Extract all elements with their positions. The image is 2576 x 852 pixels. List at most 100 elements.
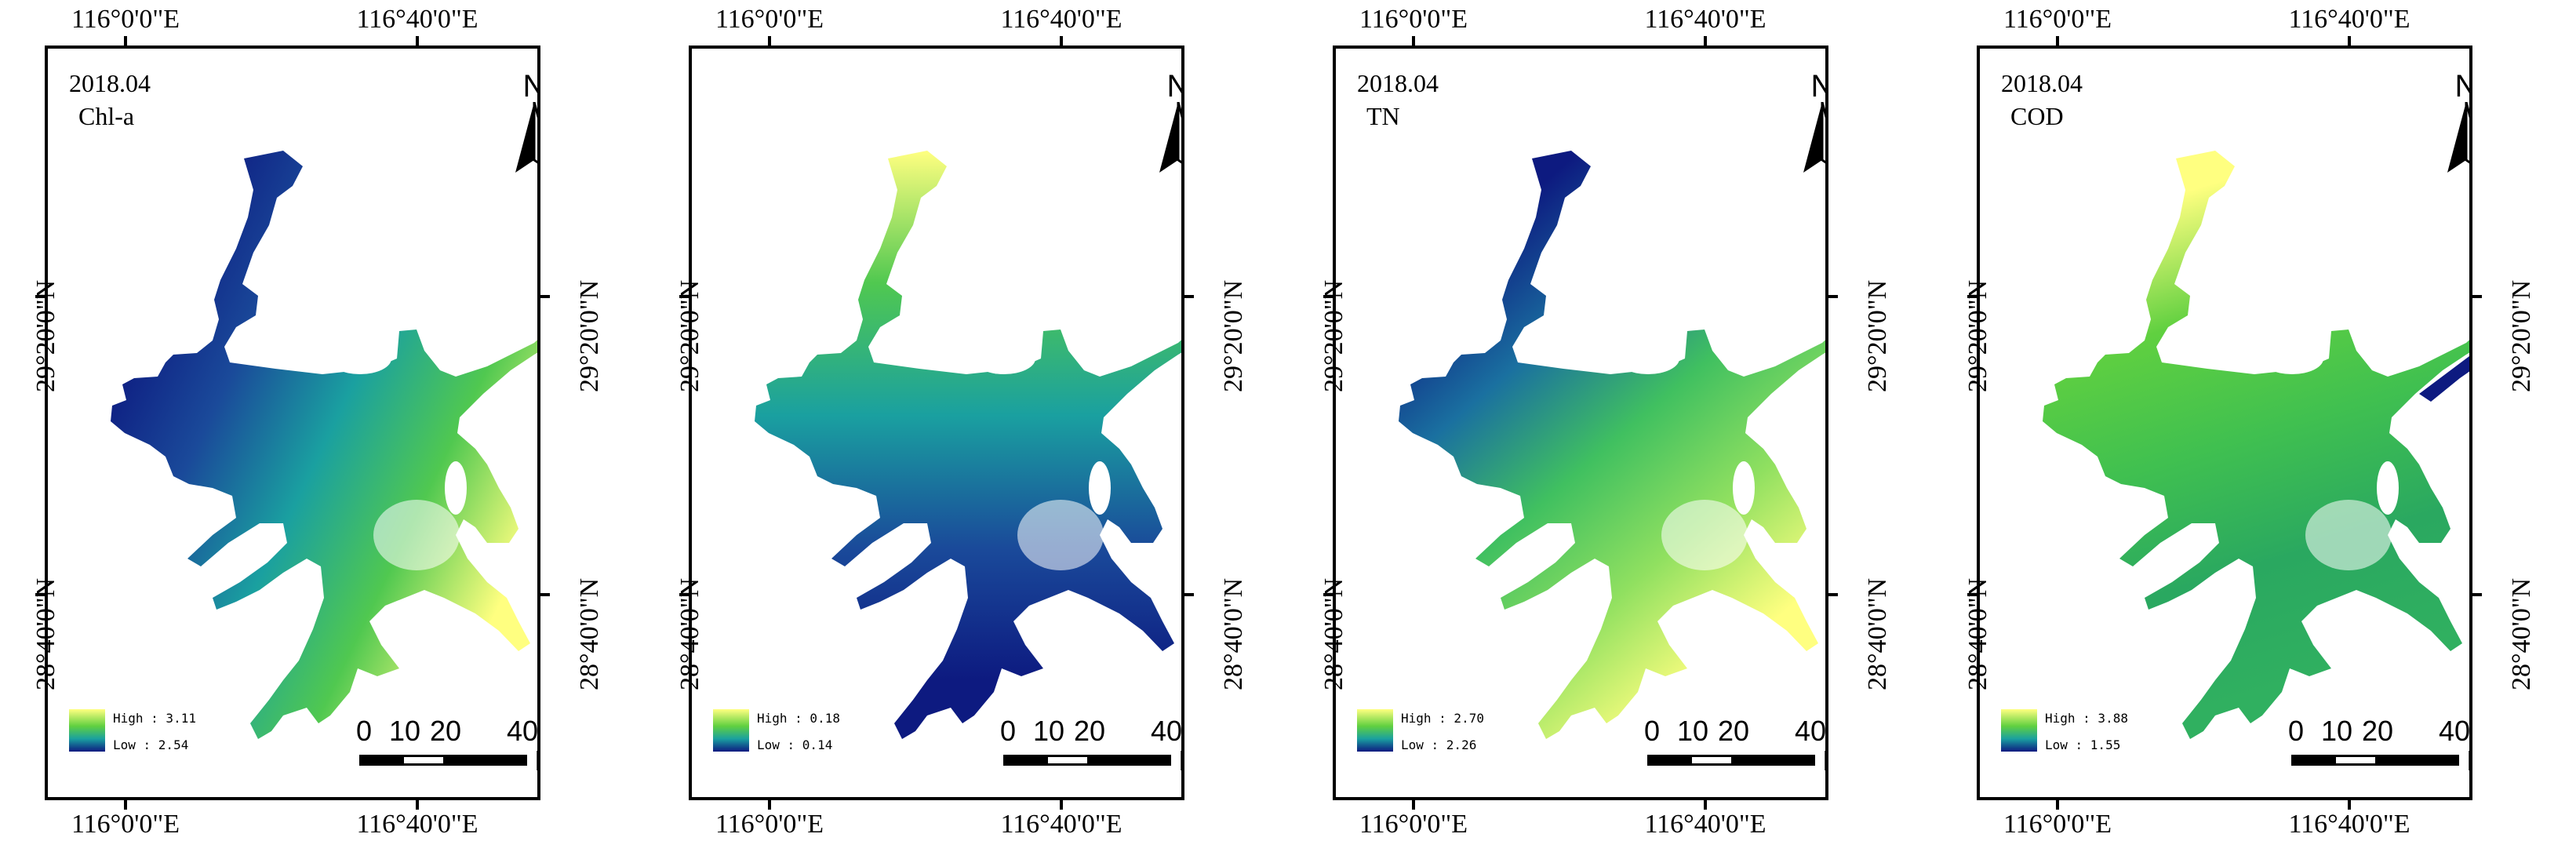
lon-label-top-left: 116°0'0"E [71,5,180,34]
lat-label-right-upper: 29°20'0"N [1863,279,1892,392]
map-panel-tn: 2018.04 TN N High : 2.70 Low : 2.26 0 10… [1288,0,1932,852]
scale-tick-label: 0 [355,715,373,747]
legend: High : 0.18 Low : 0.14 [713,709,870,756]
island [445,461,467,515]
lon-label-bottom-right: 116°40'0"E [356,810,478,839]
north-arrow: N [2443,71,2469,173]
island [2377,461,2399,515]
north-arrow: N [511,71,537,173]
graticule-tick [2056,799,2059,810]
north-arrow: N [1799,71,1825,173]
lon-label-bottom-right: 116°40'0"E [2288,810,2410,839]
lon-label-top-left: 116°0'0"E [1359,5,1468,34]
graticule-tick [35,295,46,298]
lake-map [2043,151,2469,739]
north-arrow-icon [1159,102,1181,173]
lake-water-body [2043,151,2469,739]
scale-bar-graphic [359,755,527,766]
marsh-area [373,500,460,570]
north-arrow-icon [2447,102,2469,173]
lake-water-body [1399,151,1825,739]
lat-label-right-lower: 28°40'0"N [1219,577,1248,690]
graticule-tick [1967,593,1978,596]
scale-tick-label: 20 [1073,715,1106,747]
graticule-tick [124,799,127,810]
scale-tick-label: 10 [388,715,421,747]
map-frame: 2018.04 Chl-a N High : 3.11 Low : 2.54 0… [45,46,540,800]
lon-label-bottom-right: 116°40'0"E [1644,810,1766,839]
scale-unit: km [2467,748,2469,775]
graticule-tick [539,593,550,596]
lon-label-bottom-left: 116°0'0"E [2003,810,2112,839]
lon-label-top-right: 116°40'0"E [356,5,478,34]
legend-high: High : 3.88 [2045,711,2128,726]
scale-tick-label: 10 [1676,715,1709,747]
island [2261,343,2323,374]
legend-low: Low : 2.54 [113,737,189,752]
lake-water-body [111,151,537,739]
scale-bar: 0 10 20 40 km [1000,715,1183,776]
scale-unit: km [535,748,537,775]
north-letter: N [511,71,537,102]
legend: High : 2.70 Low : 2.26 [1357,709,1514,756]
scale-bar-graphic [1647,755,1815,766]
lat-label-right-upper: 29°20'0"N [575,279,604,392]
graticule-tick [1412,36,1415,47]
lat-label-right-upper: 29°20'0"N [2507,279,2536,392]
legend-high: High : 3.11 [113,711,196,726]
map-panel-chl-a: 2018.04 Chl-a N High : 3.11 Low : 2.54 0… [0,0,644,852]
graticule-tick [539,295,550,298]
lon-label-top-right: 116°40'0"E [2288,5,2410,34]
legend-color-ramp [69,709,105,752]
parameter-label: Chl-a [78,102,135,130]
legend-high: High : 0.18 [757,711,840,726]
lake-map [1399,151,1825,739]
scale-tick-label: 40 [1150,715,1183,747]
island [1617,343,1679,374]
graticule-tick [416,799,419,810]
scale-tick-label: 10 [1032,715,1065,747]
island [1733,461,1755,515]
parameter-label: TN [1366,102,1400,130]
scale-tick-label: 20 [2361,715,2394,747]
lon-label-bottom-left: 116°0'0"E [715,810,824,839]
lake-map [755,151,1181,739]
date-label: 2018.04 [1357,69,1439,97]
lat-label-right-lower: 28°40'0"N [2507,577,2536,690]
graticule-tick [1704,799,1707,810]
scale-bar-graphic [2291,755,2459,766]
marsh-area [2305,500,2392,570]
graticule-tick [124,36,127,47]
legend-color-ramp [1357,709,1393,752]
lake-water-body [755,151,1181,739]
legend: High : 3.88 Low : 1.55 [2001,709,2158,756]
scale-bar: 0 10 20 40 km [355,715,539,776]
lat-label-right-lower: 28°40'0"N [1863,577,1892,690]
lon-label-top-left: 116°0'0"E [715,5,824,34]
scale-tick-label: 10 [2320,715,2353,747]
date-label: 2018.04 [2001,69,2083,97]
legend: High : 3.11 Low : 2.54 [69,709,226,756]
graticule-tick [35,593,46,596]
scale-unit: km [1179,748,1181,775]
marsh-area [1661,500,1748,570]
graticule-tick [1967,295,1978,298]
legend-color-ramp [2001,709,2037,752]
graticule-tick [768,799,771,810]
island [973,343,1035,374]
scale-tick-label: 20 [1717,715,1750,747]
north-letter: N [1799,71,1825,102]
graticule-tick [1412,799,1415,810]
north-arrow: N [1155,71,1181,173]
graticule-tick [679,593,690,596]
scale-tick-label: 40 [506,715,539,747]
graticule-tick [679,295,690,298]
map-frame: 2018.04 TN N High : 2.70 Low : 2.26 0 10… [1333,46,1828,800]
graticule-tick [416,36,419,47]
map-panel-tp: N High : 0.18 Low : 0.14 0 10 20 40 [644,0,1288,852]
lon-label-top-right: 116°40'0"E [1000,5,1122,34]
graticule-tick [2348,799,2351,810]
north-letter: N [2443,71,2469,102]
north-letter: N [1155,71,1181,102]
scale-unit: km [1823,748,1825,775]
